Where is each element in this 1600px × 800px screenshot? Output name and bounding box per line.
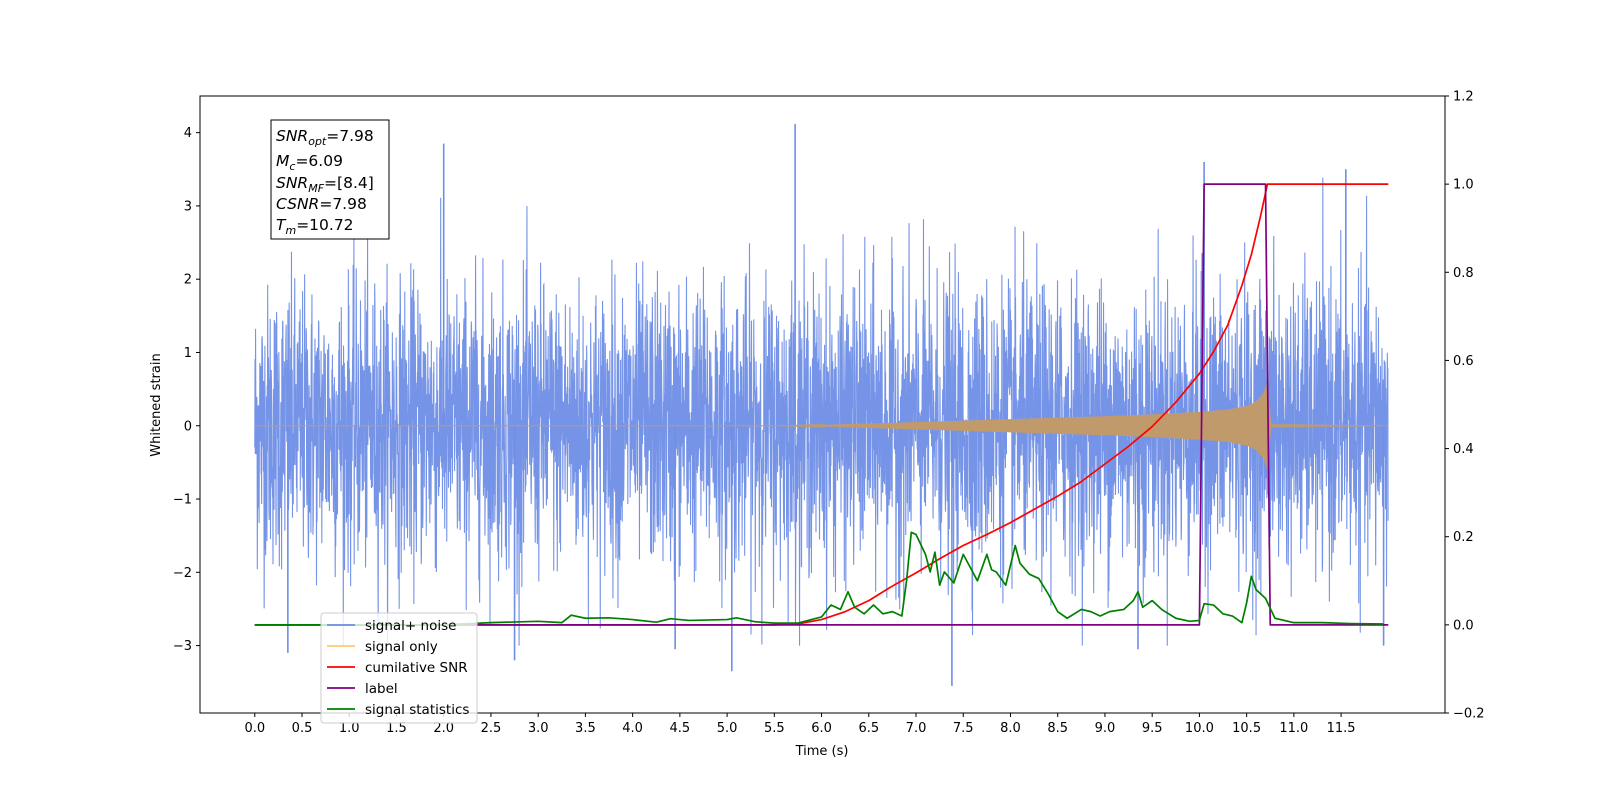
x-tick-label: 4.0 xyxy=(622,721,643,736)
legend-label-cumulative-snr: cumilative SNR xyxy=(365,660,468,676)
y2-tick-label: −0.2 xyxy=(1453,707,1485,722)
legend-label-signal-only: signal only xyxy=(365,639,438,655)
x-tick-label: 5.5 xyxy=(764,721,785,736)
y-axis-label: Whitened strain xyxy=(149,353,164,456)
annotation-snr-opt: SNRopt=7.98 xyxy=(276,127,374,148)
y-axis-ticks: −3 −2 −1 0 1 2 3 4 xyxy=(173,126,200,654)
series-cumilative-snr xyxy=(254,183,1389,626)
y-tick-label: −1 xyxy=(173,493,192,508)
x-tick-label: 6.0 xyxy=(811,721,832,736)
series-layer xyxy=(254,123,1389,686)
y2-tick-label: 0.6 xyxy=(1453,354,1474,369)
annotation-tm: Tm=10.72 xyxy=(276,216,354,237)
x-tick-label: 7.0 xyxy=(906,721,927,736)
annotation-frame xyxy=(270,119,390,240)
x-axis-ticks: 0.0 0.5 1.0 1.5 2.0 2.5 3.0 3.5 4.0 4.5 5.0 5.5 6.0 6… xyxy=(244,713,1356,736)
y-tick-label: 2 xyxy=(184,273,192,288)
y2-tick-label: 0.0 xyxy=(1453,618,1474,633)
x-tick-label: 11.5 xyxy=(1327,721,1356,736)
x-tick-label: 5.0 xyxy=(717,721,738,736)
y2-tick-label: 0.8 xyxy=(1453,266,1474,281)
series-signal-only xyxy=(254,382,1389,469)
x-tick-label: 11.0 xyxy=(1279,721,1308,736)
x-tick-label: 8.5 xyxy=(1047,721,1068,736)
x-tick-label: 2.5 xyxy=(481,721,502,736)
y2-tick-label: 0.2 xyxy=(1453,530,1474,545)
y-tick-label: 4 xyxy=(184,126,192,141)
y2-tick-label: 1.0 xyxy=(1453,178,1474,193)
y2-tick-label: 1.2 xyxy=(1453,90,1474,105)
y2-tick-label: 0.4 xyxy=(1453,442,1474,457)
x-tick-label: 3.0 xyxy=(528,721,549,736)
legend-frame xyxy=(320,612,478,724)
x-tick-label: 9.0 xyxy=(1095,721,1116,736)
x-tick-label: 1.0 xyxy=(339,721,360,736)
annotation-box: SNRopt=7.98 Mc=6.09 SNRMF=[8.4] CSNR=7.9… xyxy=(270,119,390,240)
y-tick-label: −3 xyxy=(173,639,192,654)
y-tick-label: 1 xyxy=(184,346,192,361)
y-tick-label: 0 xyxy=(184,419,192,434)
x-tick-label: 9.5 xyxy=(1142,721,1163,736)
x-tick-label: 6.5 xyxy=(858,721,879,736)
x-tick-label: 8.0 xyxy=(1000,721,1021,736)
legend-label-signal-statistics: signal statistics xyxy=(365,702,469,718)
x-tick-label: 7.5 xyxy=(953,721,974,736)
y-tick-label: −2 xyxy=(173,566,192,581)
x-tick-label: 0.0 xyxy=(244,721,265,736)
plot-frame xyxy=(199,95,1446,714)
y2-axis-ticks: −0.2 0.0 0.2 0.4 0.6 0.8 1.0 1.2 xyxy=(1445,90,1485,722)
series-label xyxy=(254,183,1389,626)
x-tick-label: 2.0 xyxy=(433,721,454,736)
annotation-snr-mf: SNRMF=[8.4] xyxy=(276,174,374,195)
annotation-csnr: CSNR=7.98 xyxy=(276,195,367,213)
x-tick-label: 10.0 xyxy=(1185,721,1214,736)
x-tick-label: 10.5 xyxy=(1232,721,1261,736)
legend: signal+ noise signal only cumilative SNR… xyxy=(320,612,478,724)
y-tick-label: 3 xyxy=(184,199,192,214)
series-signal-noise-extremes xyxy=(287,123,1385,686)
legend-label-signal-noise: signal+ noise xyxy=(365,618,456,634)
x-tick-label: 0.5 xyxy=(292,721,313,736)
legend-label-label: label xyxy=(365,681,398,697)
annotation-mc: Mc=6.09 xyxy=(276,152,343,173)
x-tick-label: 4.5 xyxy=(670,721,691,736)
series-signal-statistics xyxy=(254,531,1384,626)
x-tick-label: 3.5 xyxy=(575,721,596,736)
x-tick-label: 1.5 xyxy=(386,721,407,736)
x-axis-label: Time (s) xyxy=(795,744,849,759)
